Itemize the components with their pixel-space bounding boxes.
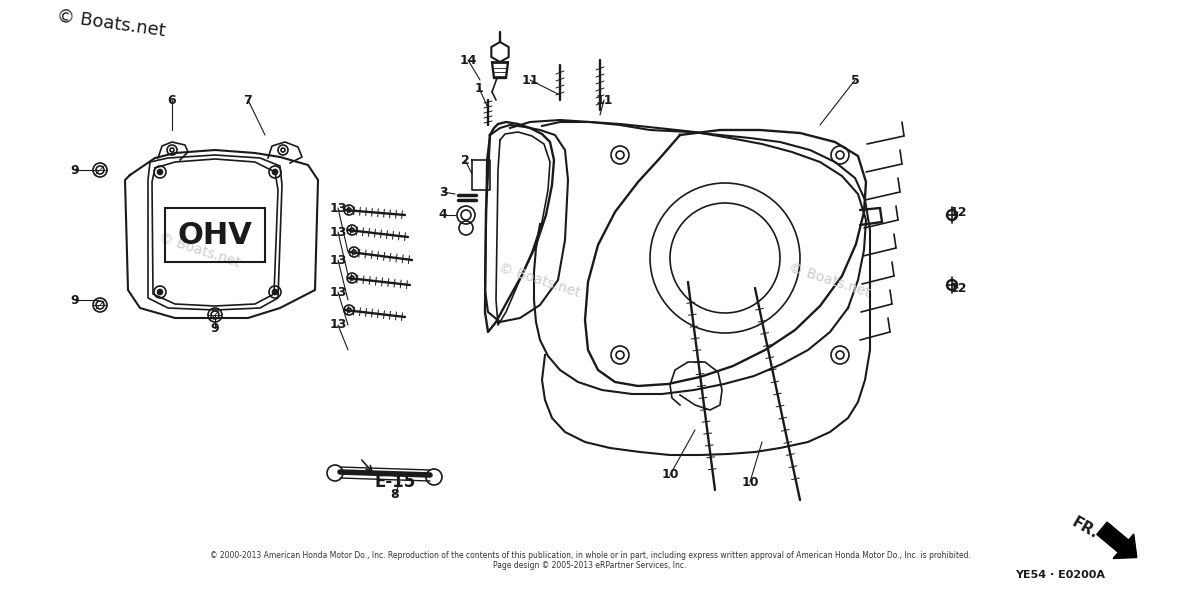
Text: © Boats.net: © Boats.net	[55, 6, 166, 40]
Text: 9: 9	[211, 322, 219, 335]
Text: 5: 5	[851, 74, 859, 87]
Text: YE54 · E0200A: YE54 · E0200A	[1015, 570, 1104, 580]
Text: OHV: OHV	[177, 221, 253, 250]
Text: 13: 13	[329, 225, 347, 238]
Circle shape	[157, 290, 163, 294]
Text: 12: 12	[949, 205, 966, 218]
Text: 8: 8	[391, 489, 399, 502]
Text: © 2000-2013 American Honda Motor Do., Inc. Reproduction of the contents of this : © 2000-2013 American Honda Motor Do., In…	[210, 550, 970, 559]
Text: 12: 12	[949, 281, 966, 294]
Circle shape	[273, 169, 277, 175]
Text: 11: 11	[595, 93, 612, 107]
Circle shape	[273, 290, 277, 294]
Text: 2: 2	[460, 153, 470, 166]
Text: © Boats.net: © Boats.net	[787, 260, 872, 300]
Text: 9: 9	[71, 163, 79, 176]
Text: 4: 4	[439, 208, 447, 221]
Text: 13: 13	[329, 286, 347, 299]
Text: 10: 10	[741, 476, 759, 489]
Text: FR.: FR.	[1069, 514, 1101, 542]
Text: 13: 13	[329, 202, 347, 215]
Text: Page design © 2005-2013 eRPartner Services, Inc.: Page design © 2005-2013 eRPartner Servic…	[493, 560, 687, 569]
Text: E-15: E-15	[374, 473, 415, 491]
Text: 13: 13	[329, 319, 347, 332]
Text: 7: 7	[243, 93, 253, 107]
Text: 11: 11	[522, 74, 539, 87]
Text: 3: 3	[439, 185, 447, 198]
Text: 6: 6	[168, 93, 176, 107]
Polygon shape	[1097, 522, 1136, 559]
Text: © Boats.net: © Boats.net	[498, 260, 583, 300]
Text: 1: 1	[474, 81, 484, 94]
Text: 13: 13	[329, 254, 347, 267]
Text: 10: 10	[661, 468, 678, 481]
Text: 14: 14	[459, 54, 477, 67]
Text: 9: 9	[71, 293, 79, 306]
Circle shape	[157, 169, 163, 175]
Text: © Boats.net: © Boats.net	[158, 230, 242, 270]
